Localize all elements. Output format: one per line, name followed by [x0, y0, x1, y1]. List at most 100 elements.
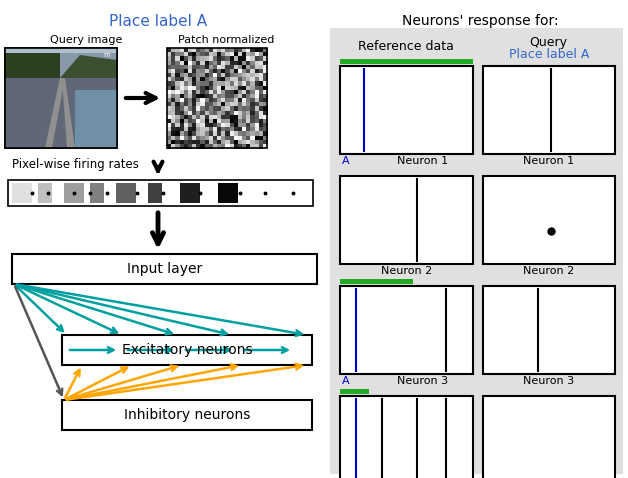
Bar: [229, 77, 234, 82]
Bar: [167, 61, 171, 65]
Bar: [167, 94, 171, 98]
Bar: [192, 52, 197, 57]
Bar: [251, 115, 255, 120]
Bar: [175, 102, 180, 107]
Bar: [259, 140, 263, 144]
Bar: [64, 183, 84, 203]
Bar: [234, 65, 239, 69]
Bar: [175, 140, 180, 144]
Bar: [234, 94, 239, 98]
Bar: [188, 127, 193, 132]
Bar: [183, 127, 188, 132]
Bar: [213, 48, 217, 53]
Bar: [192, 48, 197, 53]
Bar: [234, 73, 239, 77]
Bar: [205, 86, 209, 90]
Bar: [217, 48, 222, 53]
Bar: [5, 48, 117, 78]
Bar: [188, 52, 193, 57]
Bar: [205, 94, 209, 98]
Bar: [188, 102, 193, 107]
Bar: [254, 127, 259, 132]
Bar: [221, 144, 226, 149]
Bar: [205, 73, 209, 77]
Bar: [259, 69, 263, 74]
Bar: [238, 65, 242, 69]
Bar: [180, 106, 184, 111]
Bar: [238, 144, 242, 149]
Bar: [229, 140, 234, 144]
Bar: [229, 98, 234, 103]
Bar: [192, 73, 197, 77]
Bar: [213, 90, 217, 94]
Bar: [192, 77, 197, 82]
Text: Excitatory neurons: Excitatory neurons: [122, 343, 252, 357]
Bar: [238, 69, 242, 74]
Bar: [196, 102, 201, 107]
Bar: [200, 98, 205, 103]
Bar: [242, 135, 247, 140]
Bar: [175, 90, 180, 94]
Bar: [205, 77, 209, 82]
Bar: [251, 81, 255, 86]
Bar: [242, 119, 247, 123]
Bar: [251, 127, 255, 132]
Bar: [196, 56, 201, 61]
Bar: [200, 140, 205, 144]
Bar: [213, 119, 217, 123]
Bar: [225, 123, 230, 128]
Bar: [188, 48, 193, 53]
Bar: [263, 106, 268, 111]
Bar: [205, 110, 209, 115]
Bar: [234, 81, 239, 86]
Bar: [242, 65, 247, 69]
Bar: [340, 66, 472, 154]
Bar: [208, 98, 214, 103]
Bar: [188, 94, 193, 98]
Bar: [225, 144, 230, 149]
Bar: [234, 102, 239, 107]
Bar: [221, 110, 226, 115]
Bar: [251, 65, 255, 69]
Bar: [263, 56, 268, 61]
Bar: [340, 279, 413, 284]
Bar: [234, 115, 239, 120]
Bar: [180, 61, 184, 65]
Bar: [234, 135, 239, 140]
Bar: [196, 94, 201, 98]
Bar: [196, 65, 201, 69]
Polygon shape: [45, 78, 65, 148]
Bar: [238, 123, 242, 128]
Polygon shape: [60, 55, 117, 78]
Text: Inhibitory neurons: Inhibitory neurons: [124, 408, 250, 422]
Bar: [183, 65, 188, 69]
Bar: [242, 56, 247, 61]
Bar: [62, 400, 312, 430]
Bar: [183, 94, 188, 98]
Bar: [188, 115, 193, 120]
Bar: [482, 286, 615, 374]
Bar: [183, 119, 188, 123]
Bar: [225, 52, 230, 57]
Bar: [246, 115, 251, 120]
Bar: [180, 123, 184, 128]
Bar: [196, 144, 201, 149]
Bar: [200, 65, 205, 69]
Bar: [12, 183, 32, 203]
Bar: [167, 56, 171, 61]
Bar: [171, 123, 176, 128]
Bar: [175, 131, 180, 136]
Bar: [167, 127, 171, 132]
Bar: [238, 106, 242, 111]
Bar: [234, 52, 239, 57]
Bar: [205, 48, 209, 53]
Bar: [167, 98, 171, 103]
Bar: [238, 98, 242, 103]
Bar: [482, 176, 615, 264]
Bar: [340, 286, 472, 374]
Bar: [196, 140, 201, 144]
Bar: [263, 94, 268, 98]
Bar: [192, 135, 197, 140]
Bar: [175, 135, 180, 140]
Bar: [217, 61, 222, 65]
